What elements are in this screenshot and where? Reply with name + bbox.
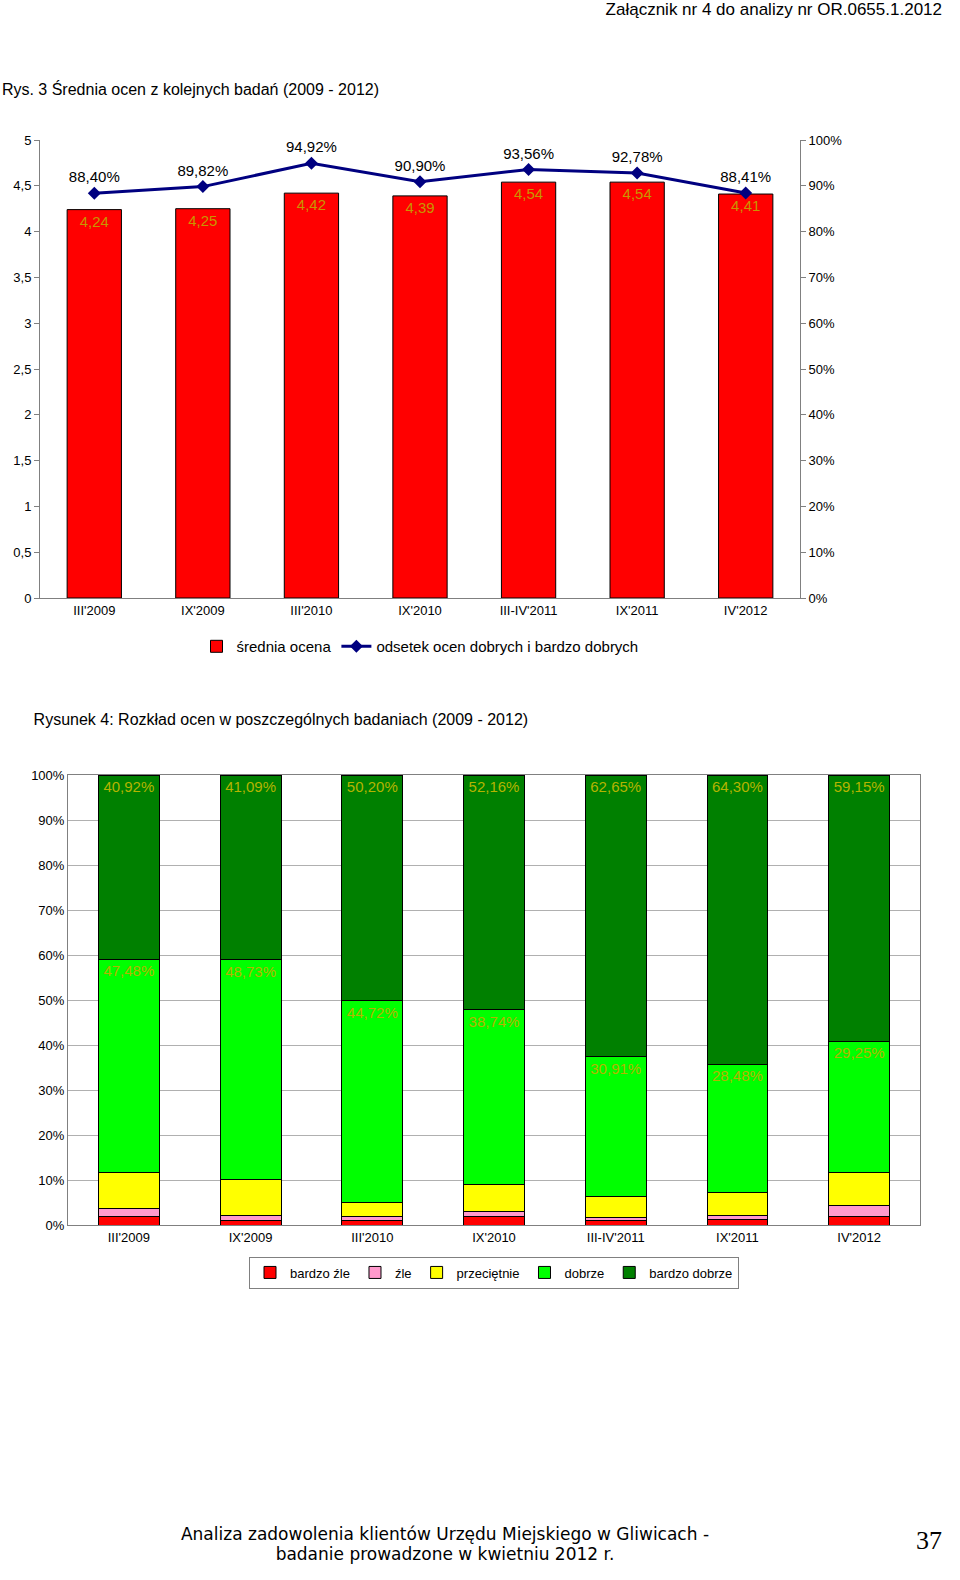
svg-text:IX'2010: IX'2010 (472, 1230, 516, 1245)
svg-text:30,91%: 30,91% (590, 1060, 641, 1077)
svg-text:2,5: 2,5 (13, 362, 31, 377)
svg-text:20%: 20% (38, 1128, 64, 1143)
svg-text:IV'2012: IV'2012 (724, 603, 768, 618)
svg-text:IX'2011: IX'2011 (716, 1230, 759, 1245)
svg-text:III'2010: III'2010 (351, 1230, 393, 1245)
svg-text:IX'2011: IX'2011 (616, 603, 659, 618)
svg-text:44,72%: 44,72% (347, 1004, 398, 1021)
svg-text:88,41%: 88,41% (720, 168, 771, 185)
svg-text:0,5: 0,5 (13, 545, 31, 560)
svg-text:przeciętnie: przeciętnie (457, 1266, 520, 1281)
svg-text:4,54: 4,54 (514, 185, 543, 202)
svg-text:50%: 50% (38, 993, 64, 1008)
svg-text:48,73%: 48,73% (225, 963, 276, 980)
svg-text:3,5: 3,5 (13, 270, 31, 285)
svg-text:50%: 50% (809, 362, 835, 377)
svg-text:41,09%: 41,09% (225, 778, 276, 795)
svg-text:4,39: 4,39 (405, 199, 434, 216)
svg-text:40%: 40% (38, 1038, 64, 1053)
svg-text:90,90%: 90,90% (395, 157, 446, 174)
svg-text:bardzo dobrze: bardzo dobrze (649, 1266, 732, 1281)
svg-text:dobrze: dobrze (564, 1266, 604, 1281)
svg-text:4,42: 4,42 (297, 196, 326, 213)
html-text:37: 37 (916, 1526, 942, 1555)
svg-text:1: 1 (24, 499, 31, 514)
svg-text:4,5: 4,5 (13, 178, 31, 193)
svg-text:bardzo źle: bardzo źle (290, 1266, 350, 1281)
svg-text:92,78%: 92,78% (612, 148, 663, 165)
svg-text:III'2009: III'2009 (108, 1230, 150, 1245)
html-text:Analiza zadowolenia klientów U: Analiza zadowolenia klientów Urzędu Miej… (181, 1524, 709, 1544)
svg-text:47,48%: 47,48% (103, 962, 154, 979)
svg-text:70%: 70% (809, 270, 835, 285)
svg-text:88,40%: 88,40% (69, 168, 120, 185)
svg-text:100%: 100% (31, 768, 65, 783)
svg-text:0%: 0% (809, 591, 828, 606)
svg-text:0: 0 (24, 591, 31, 606)
svg-text:40%: 40% (809, 407, 835, 422)
svg-text:IX'2009: IX'2009 (229, 1230, 273, 1245)
svg-text:2: 2 (24, 407, 31, 422)
svg-text:Rys. 3 Średnia ocen z kolejnyc: Rys. 3 Średnia ocen z kolejnych badań (2… (2, 80, 379, 98)
svg-text:10%: 10% (809, 545, 835, 560)
svg-text:59,15%: 59,15% (834, 778, 885, 795)
svg-text:4,25: 4,25 (188, 212, 217, 229)
svg-text:odsetek ocen dobrych i bardzo: odsetek ocen dobrych i bardzo dobrych (376, 638, 638, 655)
svg-text:III-IV'2011: III-IV'2011 (587, 1230, 645, 1245)
svg-text:1,5: 1,5 (13, 453, 31, 468)
svg-text:80%: 80% (809, 224, 835, 239)
svg-text:IV'2012: IV'2012 (837, 1230, 881, 1245)
svg-text:IX'2009: IX'2009 (181, 603, 225, 618)
svg-text:90%: 90% (809, 178, 835, 193)
svg-text:70%: 70% (38, 903, 64, 918)
svg-text:60%: 60% (809, 316, 835, 331)
svg-text:93,56%: 93,56% (503, 145, 554, 162)
svg-text:89,82%: 89,82% (177, 162, 228, 179)
svg-text:28,48%: 28,48% (712, 1067, 763, 1084)
svg-text:0%: 0% (46, 1218, 65, 1233)
svg-text:III'2010: III'2010 (290, 603, 332, 618)
svg-text:94,92%: 94,92% (286, 138, 337, 155)
svg-text:III'2009: III'2009 (73, 603, 115, 618)
svg-text:4: 4 (24, 224, 31, 239)
svg-text:62,65%: 62,65% (590, 778, 641, 795)
svg-text:III-IV'2011: III-IV'2011 (500, 603, 558, 618)
svg-text:4,54: 4,54 (623, 185, 652, 202)
svg-text:29,25%: 29,25% (834, 1044, 885, 1061)
svg-text:60%: 60% (38, 948, 64, 963)
svg-text:40,92%: 40,92% (103, 778, 154, 795)
svg-text:źle: źle (395, 1266, 412, 1281)
svg-text:80%: 80% (38, 858, 64, 873)
svg-text:64,30%: 64,30% (712, 778, 763, 795)
svg-text:100%: 100% (809, 133, 843, 148)
svg-text:5: 5 (24, 133, 31, 148)
svg-text:10%: 10% (38, 1173, 64, 1188)
html-text:badanie prowadzone w kwietniu: badanie prowadzone w kwietniu 2012 r. (275, 1544, 615, 1564)
svg-text:Rysunek 4: Rozkład ocen w posz: Rysunek 4: Rozkład ocen w poszczególnych… (34, 711, 529, 728)
svg-text:4,24: 4,24 (80, 213, 109, 230)
svg-text:średnia ocena: średnia ocena (237, 638, 332, 655)
svg-text:90%: 90% (38, 813, 64, 828)
svg-text:30%: 30% (38, 1083, 64, 1098)
svg-text:50,20%: 50,20% (347, 778, 398, 795)
svg-text:52,16%: 52,16% (469, 778, 520, 795)
svg-text:3: 3 (24, 316, 31, 331)
svg-text:IX'2010: IX'2010 (398, 603, 442, 618)
svg-text:38,74%: 38,74% (469, 1013, 520, 1030)
svg-text:20%: 20% (809, 499, 835, 514)
html-text:Załącznik nr 4 do analizy nr O: Załącznik nr 4 do analizy nr OR.0655.1.2… (605, 0, 942, 19)
svg-text:4,41: 4,41 (731, 197, 760, 214)
svg-text:30%: 30% (809, 453, 835, 468)
